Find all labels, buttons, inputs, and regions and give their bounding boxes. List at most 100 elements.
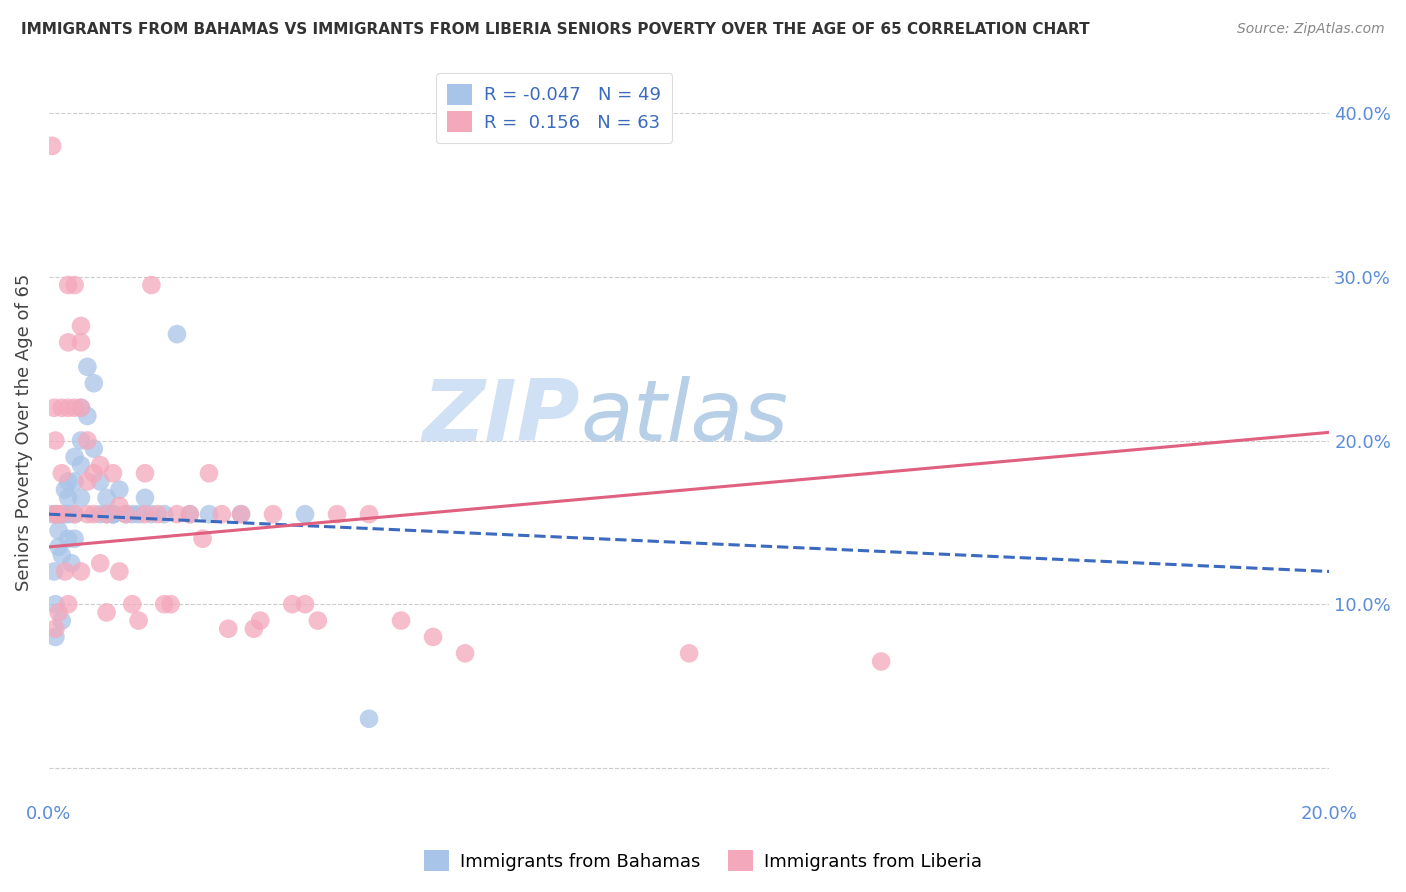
Point bbox=[53, 565, 76, 579]
Text: ZIP: ZIP bbox=[423, 376, 581, 459]
Text: atlas: atlas bbox=[581, 376, 789, 459]
Point bbox=[63, 475, 86, 489]
Point bbox=[357, 507, 380, 521]
Point bbox=[63, 507, 86, 521]
Point bbox=[101, 507, 124, 521]
Point bbox=[48, 606, 70, 620]
Point bbox=[56, 507, 79, 521]
Point bbox=[53, 483, 76, 497]
Point bbox=[56, 335, 79, 350]
Point bbox=[281, 597, 304, 611]
Point bbox=[146, 507, 169, 521]
Point bbox=[70, 318, 93, 333]
Point bbox=[83, 467, 105, 481]
Point bbox=[134, 491, 156, 505]
Point bbox=[41, 507, 63, 521]
Text: Source: ZipAtlas.com: Source: ZipAtlas.com bbox=[1237, 22, 1385, 37]
Point bbox=[678, 646, 700, 660]
Text: IMMIGRANTS FROM BAHAMAS VS IMMIGRANTS FROM LIBERIA SENIORS POVERTY OVER THE AGE : IMMIGRANTS FROM BAHAMAS VS IMMIGRANTS FR… bbox=[21, 22, 1090, 37]
Point bbox=[96, 491, 118, 505]
Point bbox=[48, 524, 70, 538]
Point bbox=[42, 565, 65, 579]
Point bbox=[326, 507, 349, 521]
Point bbox=[83, 376, 105, 391]
Point bbox=[179, 507, 201, 521]
Point bbox=[249, 614, 271, 628]
Point bbox=[70, 491, 93, 505]
Point bbox=[63, 532, 86, 546]
Point bbox=[114, 507, 136, 521]
Legend: Immigrants from Bahamas, Immigrants from Liberia: Immigrants from Bahamas, Immigrants from… bbox=[418, 843, 988, 879]
Point bbox=[83, 442, 105, 456]
Point bbox=[101, 507, 124, 521]
Point bbox=[89, 458, 111, 472]
Point bbox=[121, 507, 143, 521]
Point bbox=[45, 507, 67, 521]
Point bbox=[128, 614, 150, 628]
Point bbox=[44, 434, 66, 448]
Point bbox=[63, 507, 86, 521]
Point bbox=[128, 507, 150, 521]
Point bbox=[389, 614, 412, 628]
Point bbox=[51, 548, 73, 562]
Point bbox=[89, 475, 111, 489]
Point bbox=[243, 622, 266, 636]
Legend: R = -0.047   N = 49, R =  0.156   N = 63: R = -0.047 N = 49, R = 0.156 N = 63 bbox=[436, 73, 672, 143]
Point bbox=[307, 614, 329, 628]
Point bbox=[357, 712, 380, 726]
Point bbox=[262, 507, 284, 521]
Point bbox=[51, 401, 73, 415]
Point bbox=[229, 507, 252, 521]
Point bbox=[153, 507, 176, 521]
Point bbox=[96, 507, 118, 521]
Point bbox=[153, 597, 176, 611]
Point bbox=[166, 507, 188, 521]
Point bbox=[101, 507, 124, 521]
Point bbox=[48, 540, 70, 554]
Point bbox=[56, 475, 79, 489]
Y-axis label: Seniors Poverty Over the Age of 65: Seniors Poverty Over the Age of 65 bbox=[15, 274, 32, 591]
Point bbox=[114, 507, 136, 521]
Point bbox=[198, 467, 221, 481]
Point bbox=[96, 507, 118, 521]
Point bbox=[56, 597, 79, 611]
Point bbox=[76, 434, 98, 448]
Point bbox=[44, 597, 66, 611]
Point bbox=[83, 507, 105, 521]
Point bbox=[51, 467, 73, 481]
Point bbox=[108, 565, 131, 579]
Point bbox=[159, 597, 181, 611]
Point bbox=[56, 491, 79, 505]
Point bbox=[101, 467, 124, 481]
Point bbox=[42, 401, 65, 415]
Point bbox=[63, 401, 86, 415]
Point bbox=[76, 475, 98, 489]
Point bbox=[44, 630, 66, 644]
Point bbox=[70, 458, 93, 472]
Point bbox=[56, 401, 79, 415]
Point bbox=[51, 507, 73, 521]
Point bbox=[63, 450, 86, 464]
Point bbox=[198, 507, 221, 521]
Point bbox=[63, 278, 86, 293]
Point bbox=[56, 532, 79, 546]
Point bbox=[76, 409, 98, 423]
Point bbox=[89, 507, 111, 521]
Point bbox=[76, 359, 98, 374]
Point bbox=[141, 278, 163, 293]
Point bbox=[166, 327, 188, 342]
Point bbox=[179, 507, 201, 521]
Point bbox=[294, 597, 316, 611]
Point bbox=[70, 335, 93, 350]
Point bbox=[108, 483, 131, 497]
Point bbox=[96, 606, 118, 620]
Point bbox=[51, 507, 73, 521]
Point bbox=[76, 507, 98, 521]
Point bbox=[41, 139, 63, 153]
Point bbox=[422, 630, 444, 644]
Point bbox=[56, 278, 79, 293]
Point bbox=[870, 655, 893, 669]
Point bbox=[134, 507, 156, 521]
Point bbox=[108, 499, 131, 513]
Point bbox=[294, 507, 316, 521]
